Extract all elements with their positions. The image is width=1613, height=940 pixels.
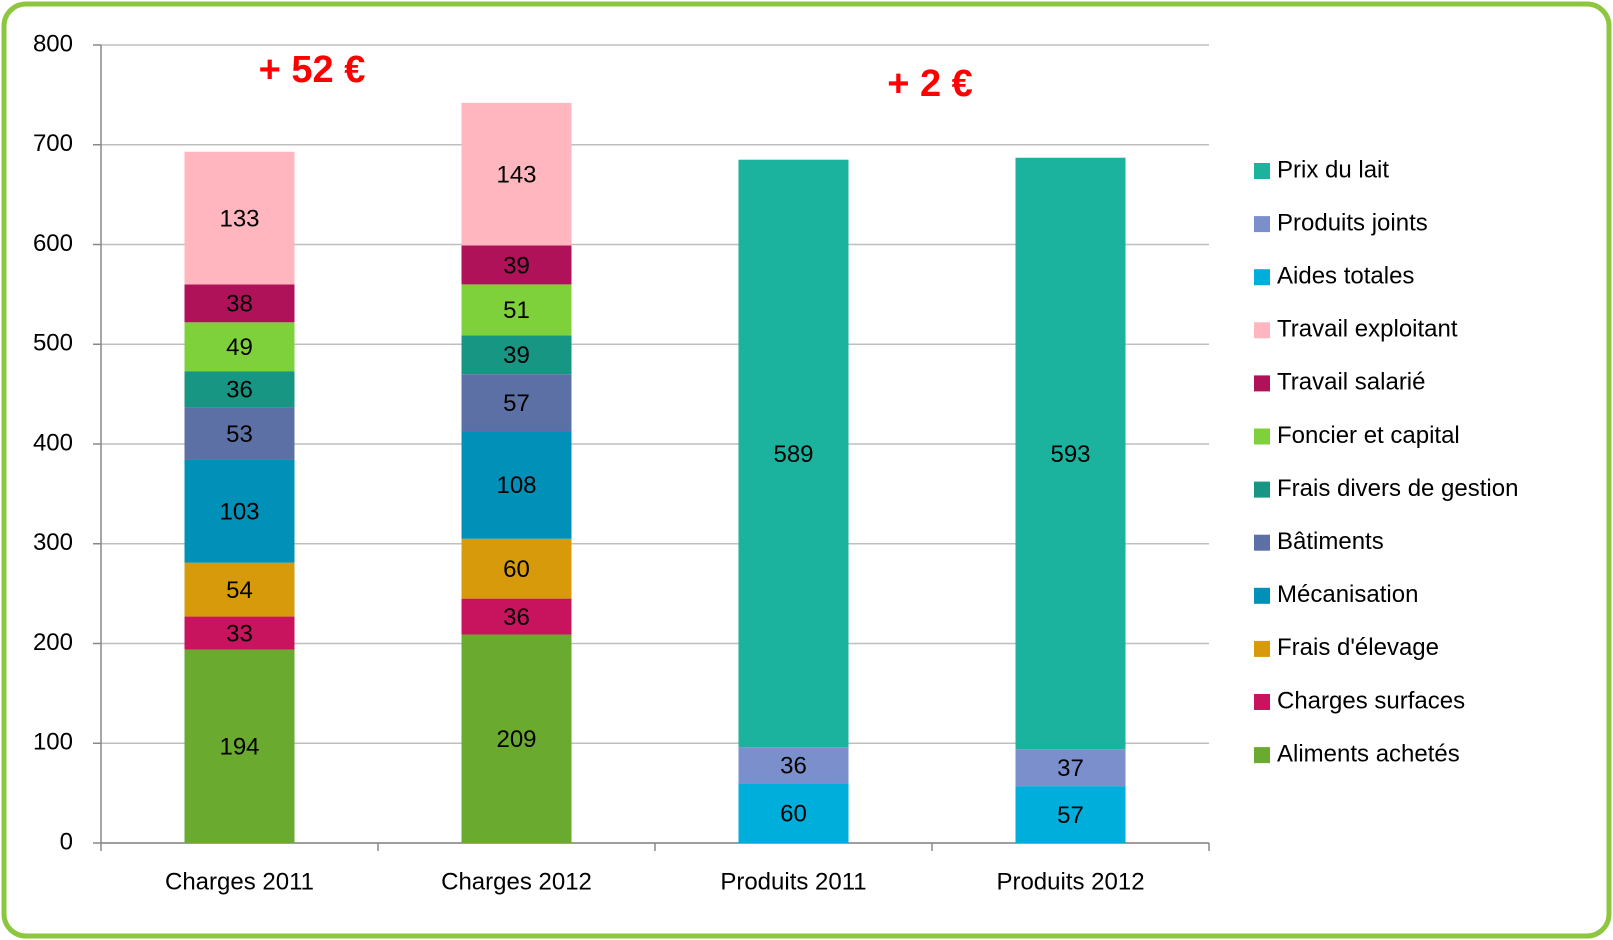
legend-swatch xyxy=(1254,534,1270,551)
y-tick-label: 300 xyxy=(33,529,73,556)
y-tick-label: 600 xyxy=(33,230,73,257)
bar-segment xyxy=(184,649,295,843)
legend-label: Mécanisation xyxy=(1277,581,1418,608)
legend-swatch xyxy=(1254,587,1270,604)
legend-label: Frais d'élevage xyxy=(1277,634,1439,661)
x-tick-label: Produits 2012 xyxy=(996,868,1144,895)
data-label: 103 xyxy=(219,499,259,526)
data-label: 36 xyxy=(226,376,253,403)
data-label: 60 xyxy=(780,800,807,827)
bar-segment xyxy=(184,322,295,372)
legend-label: Bâtiments xyxy=(1277,528,1384,555)
bar-segment xyxy=(184,407,295,460)
bar-segment xyxy=(461,374,572,432)
legend-label: Frais divers de gestion xyxy=(1277,475,1518,502)
bar-segment xyxy=(1015,749,1126,787)
bar-segment xyxy=(1015,157,1126,750)
legend-label: Prix du lait xyxy=(1277,156,1389,183)
annotation: + 52 € xyxy=(259,49,366,91)
legend-swatch xyxy=(1254,747,1270,764)
legend-swatch xyxy=(1254,640,1270,657)
x-tick-label: Charges 2011 xyxy=(165,868,314,895)
bar-segment xyxy=(184,616,295,650)
legend-swatch xyxy=(1254,216,1270,233)
legend-label: Produits joints xyxy=(1277,209,1428,236)
data-label: 54 xyxy=(226,577,253,604)
data-label: 39 xyxy=(503,342,530,369)
data-label: 209 xyxy=(496,726,536,753)
bar-segment xyxy=(738,159,849,748)
data-label: 33 xyxy=(226,620,253,647)
y-tick-label: 200 xyxy=(33,629,73,656)
bar-segment xyxy=(1015,786,1126,843)
legend-swatch xyxy=(1254,322,1270,339)
data-label: 143 xyxy=(496,162,536,189)
data-label: 194 xyxy=(219,734,259,761)
y-tick-label: 0 xyxy=(60,828,73,855)
bar-segment xyxy=(184,562,295,617)
y-tick-label: 100 xyxy=(33,729,73,756)
legend-swatch xyxy=(1254,481,1270,498)
legend-swatch xyxy=(1254,375,1270,392)
legend-label: Travail salarié xyxy=(1277,369,1426,396)
bar-segment xyxy=(184,151,295,285)
data-label: 36 xyxy=(780,753,807,780)
legend-swatch xyxy=(1254,269,1270,286)
bar-segment xyxy=(461,538,572,599)
annotation: + 2 € xyxy=(887,63,973,105)
bar-segment xyxy=(461,102,572,246)
bar-segment xyxy=(461,245,572,285)
bar-segment xyxy=(461,598,572,635)
legend-swatch xyxy=(1254,163,1270,179)
data-label: 57 xyxy=(503,390,530,417)
data-label: 53 xyxy=(226,421,253,448)
data-label: 60 xyxy=(503,556,530,583)
bar-segment xyxy=(461,431,572,539)
data-label: 49 xyxy=(226,334,253,361)
y-tick-label: 500 xyxy=(33,330,73,357)
x-tick-label: Charges 2012 xyxy=(441,868,592,895)
legend-label: Foncier et capital xyxy=(1277,422,1460,449)
legend-label: Aliments achetés xyxy=(1277,740,1460,767)
x-tick-label: Produits 2011 xyxy=(720,868,866,895)
legend-swatch xyxy=(1254,428,1270,445)
data-label: 593 xyxy=(1050,441,1090,468)
y-tick-label: 800 xyxy=(33,30,73,57)
legend-label: Aides totales xyxy=(1277,263,1414,290)
data-label: 37 xyxy=(1057,755,1084,782)
data-label: 108 xyxy=(496,472,536,499)
bar-segment xyxy=(184,284,295,323)
data-label: 39 xyxy=(503,252,530,279)
bar-segment xyxy=(184,459,295,563)
bar-segment xyxy=(738,747,849,784)
legend-label: Travail exploitant xyxy=(1277,316,1458,343)
bar-segment xyxy=(738,783,849,843)
bar-segment xyxy=(461,335,572,375)
legend-label: Charges surfaces xyxy=(1277,687,1465,714)
data-label: 38 xyxy=(226,291,253,318)
data-label: 51 xyxy=(503,297,530,324)
data-label: 57 xyxy=(1057,802,1084,829)
y-tick-label: 400 xyxy=(33,429,73,456)
data-label: 589 xyxy=(773,441,813,468)
data-label: 36 xyxy=(503,604,530,631)
y-tick-label: 700 xyxy=(33,130,73,157)
legend-swatch xyxy=(1254,694,1270,710)
bar-segment xyxy=(461,284,572,336)
bar-segment xyxy=(184,371,295,408)
bar-segment xyxy=(461,634,572,843)
data-label: 133 xyxy=(219,205,259,232)
